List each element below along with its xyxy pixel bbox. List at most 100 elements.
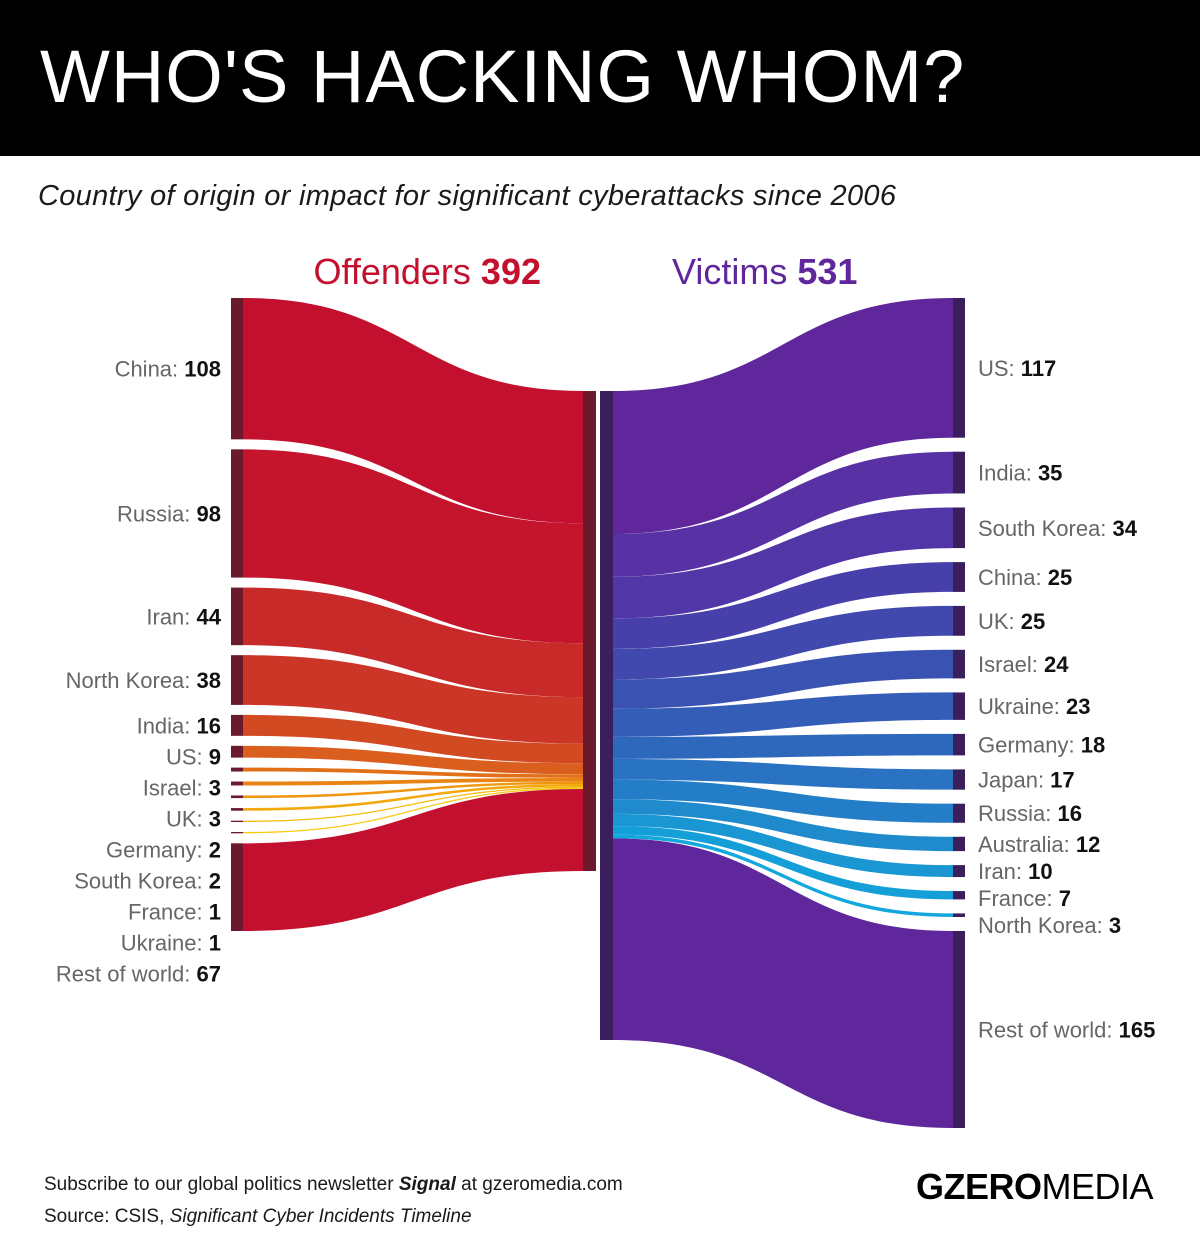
- offenders-header-label: Offenders: [313, 251, 480, 292]
- offender-flow-iran: [243, 587, 583, 698]
- victim-flow-uk: [613, 605, 953, 680]
- offender-flow-south-korea: [243, 784, 583, 811]
- victim-label-india-name: India:: [978, 460, 1038, 485]
- victim-label-iran-name: Iran:: [978, 859, 1028, 884]
- victim-label-us-value: 117: [1021, 356, 1057, 381]
- victim-bar-iran: [953, 865, 965, 878]
- victim-bar-us: [953, 298, 965, 438]
- offender-label-france-value: 1: [209, 899, 221, 924]
- victim-bar-russia: [953, 803, 965, 823]
- offender-label-china: China: 108: [115, 356, 221, 381]
- offender-label-germany: Germany: 2: [106, 837, 221, 862]
- victim-label-uk-value: 25: [1021, 609, 1045, 634]
- offender-label-india-value: 16: [197, 713, 221, 738]
- labels: China: 108 Russia: 98 Iran: 44 North Korea:…: [56, 251, 1155, 1042]
- victim-label-india: India: 35: [978, 460, 1062, 485]
- offender-bar-south-korea: [231, 808, 243, 811]
- offender-label-ukraine: Ukraine: 1: [121, 930, 221, 955]
- newsletter-line: Subscribe to our global politics newslet…: [44, 1174, 623, 1196]
- offender-bar-israel: [231, 767, 243, 772]
- victim-bar-australia: [953, 836, 965, 852]
- victim-flow-rest-of-world: [613, 838, 953, 1128]
- victim-label-australia-name: Australia:: [978, 832, 1076, 857]
- offender-label-uk: UK: 3: [166, 806, 221, 831]
- victim-label-germany-value: 18: [1081, 732, 1105, 757]
- offender-flow-france: [243, 786, 583, 823]
- victim-flow-us: [613, 298, 953, 534]
- offender-bar-russia: [231, 449, 243, 578]
- offender-bar-uk: [231, 781, 243, 786]
- victim-label-france: France: 7: [978, 886, 1071, 911]
- offender-label-us-name: US:: [166, 744, 209, 769]
- offender-flow-germany: [243, 781, 583, 799]
- victim-label-israel: Israel: 24: [978, 652, 1069, 677]
- offender-flow-china: [243, 298, 583, 524]
- offender-label-north-korea-name: North Korea:: [66, 668, 197, 693]
- offender-label-china-value: 108: [184, 356, 221, 381]
- offender-flow-north-korea: [243, 655, 583, 744]
- source-text: Source: CSIS,: [44, 1206, 170, 1227]
- victim-flow-ukraine: [613, 692, 953, 737]
- page-title: WHO'S HACKING WHOM?: [40, 35, 966, 118]
- offender-bar-india: [231, 714, 243, 736]
- offender-label-germany-value: 2: [209, 837, 221, 862]
- source-title: Significant Cyber Incidents Timeline: [169, 1206, 472, 1227]
- offender-label-us: US: 9: [166, 744, 221, 769]
- victims-header-total: 531: [797, 251, 857, 292]
- victim-label-russia: Russia: 16: [978, 801, 1082, 826]
- offender-label-us-value: 9: [209, 744, 221, 769]
- victim-label-australia: Australia: 12: [978, 832, 1100, 857]
- victim-label-japan-value: 17: [1050, 767, 1074, 792]
- victim-label-north-korea: North Korea: 3: [978, 913, 1121, 938]
- victim-label-rest-of-world: Rest of world: 165: [978, 1017, 1155, 1042]
- flows: [243, 298, 953, 1128]
- offender-flow-russia: [243, 449, 583, 644]
- offender-bar-rest-of-world: [231, 843, 243, 931]
- offender-label-iran-name: Iran:: [146, 604, 196, 629]
- offender-label-israel-name: Israel:: [143, 775, 209, 800]
- offender-label-israel-value: 3: [209, 775, 221, 800]
- victim-label-russia-name: Russia:: [978, 801, 1057, 826]
- victim-bar-north-korea: [953, 913, 965, 917]
- offender-flow-rest-of-world: [243, 788, 583, 931]
- victim-label-uk-name: UK:: [978, 609, 1021, 634]
- victim-label-germany-name: Germany:: [978, 732, 1081, 757]
- victim-label-south-korea-value: 34: [1113, 516, 1138, 541]
- victim-flow-germany: [613, 733, 953, 759]
- victims-total-bar: [600, 391, 613, 1040]
- offender-label-france-name: France:: [128, 899, 209, 924]
- victim-label-china-name: China:: [978, 565, 1048, 590]
- victim-label-south-korea-name: South Korea:: [978, 516, 1113, 541]
- victim-bar-uk: [953, 605, 965, 636]
- offender-flow-uk: [243, 777, 583, 786]
- header-banner: WHO'S HACKING WHOM?: [0, 0, 1200, 156]
- victim-label-rest-of-world-value: 165: [1119, 1017, 1156, 1042]
- victim-label-france-name: France:: [978, 886, 1059, 911]
- victim-flow-france: [613, 826, 953, 900]
- victim-label-south-korea: South Korea: 34: [978, 516, 1138, 541]
- victim-flow-iran: [613, 813, 953, 878]
- offender-label-ukraine-name: Ukraine:: [121, 930, 209, 955]
- victim-label-china: China: 25: [978, 565, 1072, 590]
- chart-subtitle: Country of origin or impact for signific…: [38, 180, 897, 212]
- newsletter-url: at gzeromedia.com: [455, 1174, 623, 1195]
- victim-bar-india: [953, 451, 965, 494]
- victim-flow-russia: [613, 779, 953, 823]
- offender-label-china-name: China:: [115, 356, 185, 381]
- logo-media: MEDIA: [1041, 1166, 1154, 1207]
- victim-label-ukraine: Ukraine: 23: [978, 694, 1091, 719]
- victim-label-iran-value: 10: [1028, 859, 1052, 884]
- offender-bar-germany: [231, 795, 243, 799]
- offenders-header: Offenders 392: [313, 251, 541, 292]
- victim-bar-france: [953, 891, 965, 900]
- victim-flow-japan: [613, 758, 953, 790]
- victim-flow-south-korea: [613, 507, 953, 619]
- offender-bar-us: [231, 745, 243, 758]
- victim-bar-china: [953, 562, 965, 592]
- offender-label-ukraine-value: 1: [209, 930, 221, 955]
- offender-label-france: France: 1: [128, 899, 221, 924]
- offender-bar-china: [231, 298, 243, 440]
- victims-header-label: Victims: [672, 251, 797, 292]
- offender-label-south-korea-name: South Korea:: [74, 868, 209, 893]
